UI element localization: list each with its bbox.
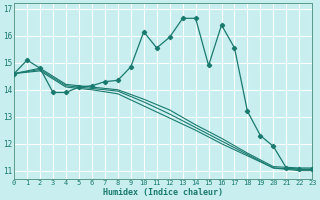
X-axis label: Humidex (Indice chaleur): Humidex (Indice chaleur) [103,188,223,197]
